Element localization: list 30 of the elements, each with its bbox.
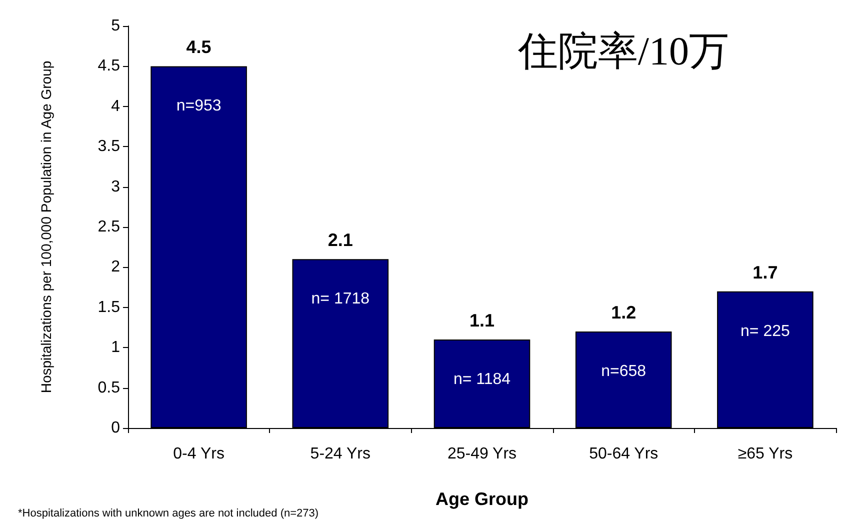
- y-axis-title: Hospitalizations per 100,000 Population in Age Group: [38, 60, 54, 394]
- y-tick-label: 4: [111, 98, 120, 115]
- text: *Hospitalizations with unknown ages are not included (n=273): [18, 508, 319, 520]
- annotation: n= 1184: [453, 371, 511, 388]
- x-tick-label: 25-49 Yrs: [447, 446, 517, 462]
- y-tick-label: 1.5: [98, 298, 120, 316]
- data-label: 4.5: [186, 37, 212, 58]
- x-axis-title: Age Group: [436, 489, 528, 509]
- y-tick-label: 3.5: [98, 138, 120, 156]
- y-tick-label: 3: [111, 178, 120, 196]
- data-label: 2.1: [328, 230, 353, 250]
- x-tick-label: ≥65 Yrs: [738, 446, 793, 462]
- y-tick-label: 2.5: [98, 218, 120, 236]
- y-tick-label: 1: [111, 339, 120, 356]
- annotation: n=953: [176, 98, 222, 115]
- y-tick-label: 0: [111, 420, 120, 436]
- y-tick-label: 4.5: [98, 58, 120, 75]
- chart-title: 住院率/10万: [516, 28, 730, 74]
- data-label: 1.1: [469, 310, 495, 331]
- annotation: n=658: [601, 363, 646, 380]
- x-tick-label: 5-24 Yrs: [310, 446, 370, 462]
- data-label: 1.2: [611, 302, 636, 323]
- x-tick-label: 0-4 Yrs: [173, 446, 224, 462]
- y-tick-label: 0.5: [98, 379, 120, 396]
- x-tick-label: 50-64 Yrs: [589, 446, 658, 462]
- y-tick-label: 2: [111, 258, 120, 276]
- annotation: n= 1718: [311, 290, 370, 308]
- data-label: 1.7: [752, 262, 778, 282]
- y-tick-label: 5: [111, 18, 120, 34]
- annotation: n= 225: [740, 322, 790, 340]
